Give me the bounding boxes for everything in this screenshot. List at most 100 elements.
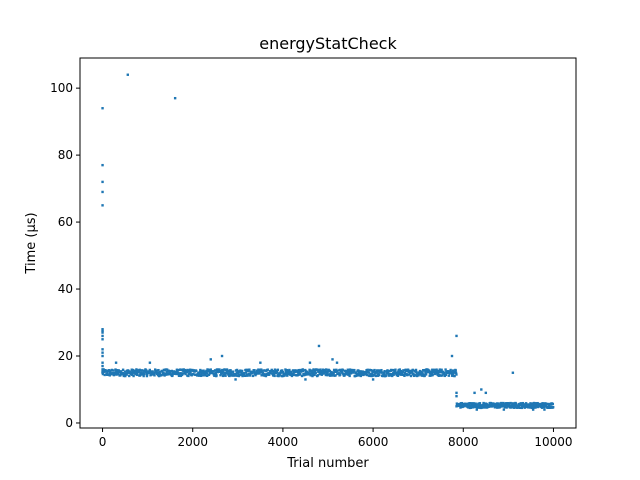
data-point <box>101 329 104 333</box>
data-point <box>433 368 436 372</box>
data-point <box>260 368 263 371</box>
data-point <box>423 368 427 372</box>
data-point <box>304 368 307 372</box>
data-point <box>245 369 249 372</box>
data-point <box>288 368 291 372</box>
data-point <box>400 372 404 375</box>
y-axis-ticks: 0 20 40 60 80 100 <box>50 81 80 430</box>
data-point <box>484 391 488 395</box>
data-point <box>135 368 138 371</box>
data-point <box>454 371 458 375</box>
data-point <box>532 401 536 405</box>
data-point <box>152 372 156 376</box>
data-point <box>301 368 304 371</box>
data-point <box>221 371 224 375</box>
data-point <box>158 370 161 374</box>
data-point <box>208 370 211 373</box>
data-point <box>478 406 481 409</box>
y-tick-label: 20 <box>58 349 73 363</box>
data-point <box>440 374 444 377</box>
data-point <box>214 372 218 376</box>
data-point <box>319 368 322 371</box>
data-point <box>158 372 162 375</box>
data-point <box>328 374 332 377</box>
data-point <box>125 373 128 376</box>
data-point <box>280 369 284 372</box>
data-point <box>218 368 221 371</box>
data-point <box>419 370 423 374</box>
data-point <box>492 402 496 406</box>
data-point <box>360 373 364 376</box>
plot-area-frame <box>79 57 577 429</box>
data-point <box>269 371 272 375</box>
data-point <box>144 369 148 372</box>
data-point <box>299 373 302 376</box>
data-point <box>357 369 360 372</box>
data-point <box>408 371 412 375</box>
data-point <box>415 372 418 375</box>
data-point <box>498 405 502 409</box>
data-point <box>496 406 499 409</box>
data-point <box>163 374 166 377</box>
data-point <box>535 405 538 408</box>
data-point <box>406 373 409 377</box>
data-point <box>112 369 115 372</box>
data-point <box>353 368 356 372</box>
data-point <box>484 403 487 407</box>
data-point <box>321 368 325 371</box>
data-point <box>145 374 149 378</box>
data-point <box>542 402 546 405</box>
data-point <box>453 374 456 378</box>
data-point <box>384 374 388 377</box>
data-point <box>290 371 293 374</box>
data-point <box>285 372 288 375</box>
data-point <box>326 370 330 373</box>
data-point <box>324 373 328 377</box>
data-point <box>323 369 327 373</box>
data-point <box>309 372 312 376</box>
data-point <box>109 370 112 373</box>
data-point <box>396 374 400 377</box>
data-point <box>184 372 187 376</box>
data-point <box>266 368 269 371</box>
data-point <box>144 370 148 374</box>
data-point <box>486 404 489 407</box>
data-point <box>429 374 433 377</box>
data-point <box>221 368 224 372</box>
data-point <box>454 369 457 372</box>
data-point <box>101 190 104 194</box>
data-point <box>310 370 314 373</box>
data-point <box>439 370 442 374</box>
data-point <box>206 368 209 371</box>
data-point <box>396 371 399 375</box>
data-point <box>126 73 129 76</box>
data-point <box>346 368 350 371</box>
data-point <box>428 369 431 373</box>
data-point <box>116 372 120 376</box>
data-point <box>442 371 446 374</box>
data-point <box>204 374 207 377</box>
data-point <box>283 373 286 377</box>
data-point <box>331 358 334 361</box>
data-point <box>160 374 163 377</box>
data-point <box>234 378 237 381</box>
data-point <box>540 404 543 407</box>
data-point <box>130 373 134 376</box>
data-point <box>518 406 522 409</box>
data-point <box>181 372 184 376</box>
data-point <box>195 369 198 373</box>
data-point <box>349 372 353 375</box>
data-point <box>273 374 276 378</box>
data-point <box>134 373 137 376</box>
data-point <box>424 370 427 373</box>
data-point <box>450 354 454 358</box>
data-point <box>121 368 125 371</box>
data-point <box>171 374 174 377</box>
data-point <box>398 368 401 371</box>
data-point <box>101 372 105 376</box>
data-point <box>189 368 193 372</box>
data-point <box>513 405 517 408</box>
data-point <box>471 406 475 409</box>
data-point <box>236 374 239 377</box>
